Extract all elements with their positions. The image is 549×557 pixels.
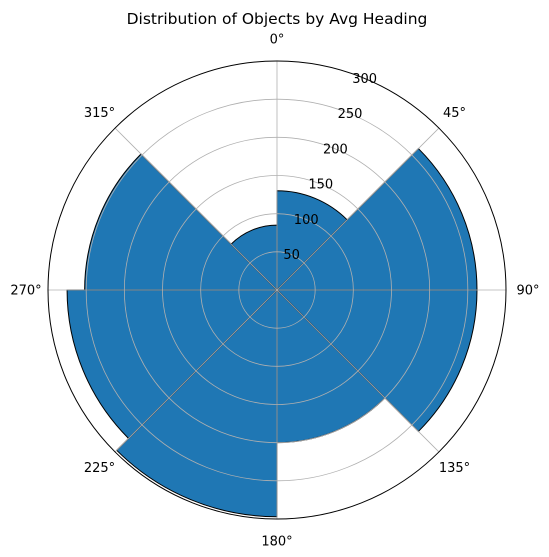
polar-frame [47, 60, 507, 520]
bar-225 [66, 289, 279, 440]
angle-tick-label-225: 225° [84, 461, 115, 476]
radial-labels-group: 50 100 150 200 250 300 [283, 72, 377, 263]
radial-tick-label-250: 250 [338, 107, 363, 122]
radial-tick-label-150: 150 [308, 178, 333, 193]
radial-tick-label-100: 100 [294, 213, 319, 228]
radial-tick-label-200: 200 [323, 142, 348, 157]
angle-tick-label-0: 0° [270, 33, 285, 48]
angle-tick-label-270: 270° [10, 284, 41, 299]
grid-spoke-135 [276, 289, 440, 453]
angle-labels-group: 0° 45° 90° 135° 180° 225° 270° 315° [10, 33, 539, 550]
bar-270 [84, 153, 279, 291]
angle-tick-label-135: 135° [439, 461, 470, 476]
bar-90 [275, 289, 478, 433]
bars-group [66, 147, 478, 518]
bar-180 [115, 288, 278, 518]
angle-tick-label-315: 315° [84, 106, 115, 121]
grid-spoke-45 [276, 127, 440, 291]
radial-tick-label-50: 50 [283, 248, 300, 263]
radial-tick-label-300: 300 [352, 72, 377, 87]
angle-tick-label-45: 45° [443, 106, 466, 121]
bar-45 [275, 147, 478, 291]
grid-spoke-225 [114, 289, 278, 453]
grid-group [48, 61, 506, 519]
angle-tick-label-90: 90° [516, 284, 539, 299]
grid-spoke-315 [114, 127, 278, 291]
angle-tick-label-180: 180° [261, 535, 292, 550]
chart-title: Distribution of Objects by Avg Heading [127, 10, 428, 28]
